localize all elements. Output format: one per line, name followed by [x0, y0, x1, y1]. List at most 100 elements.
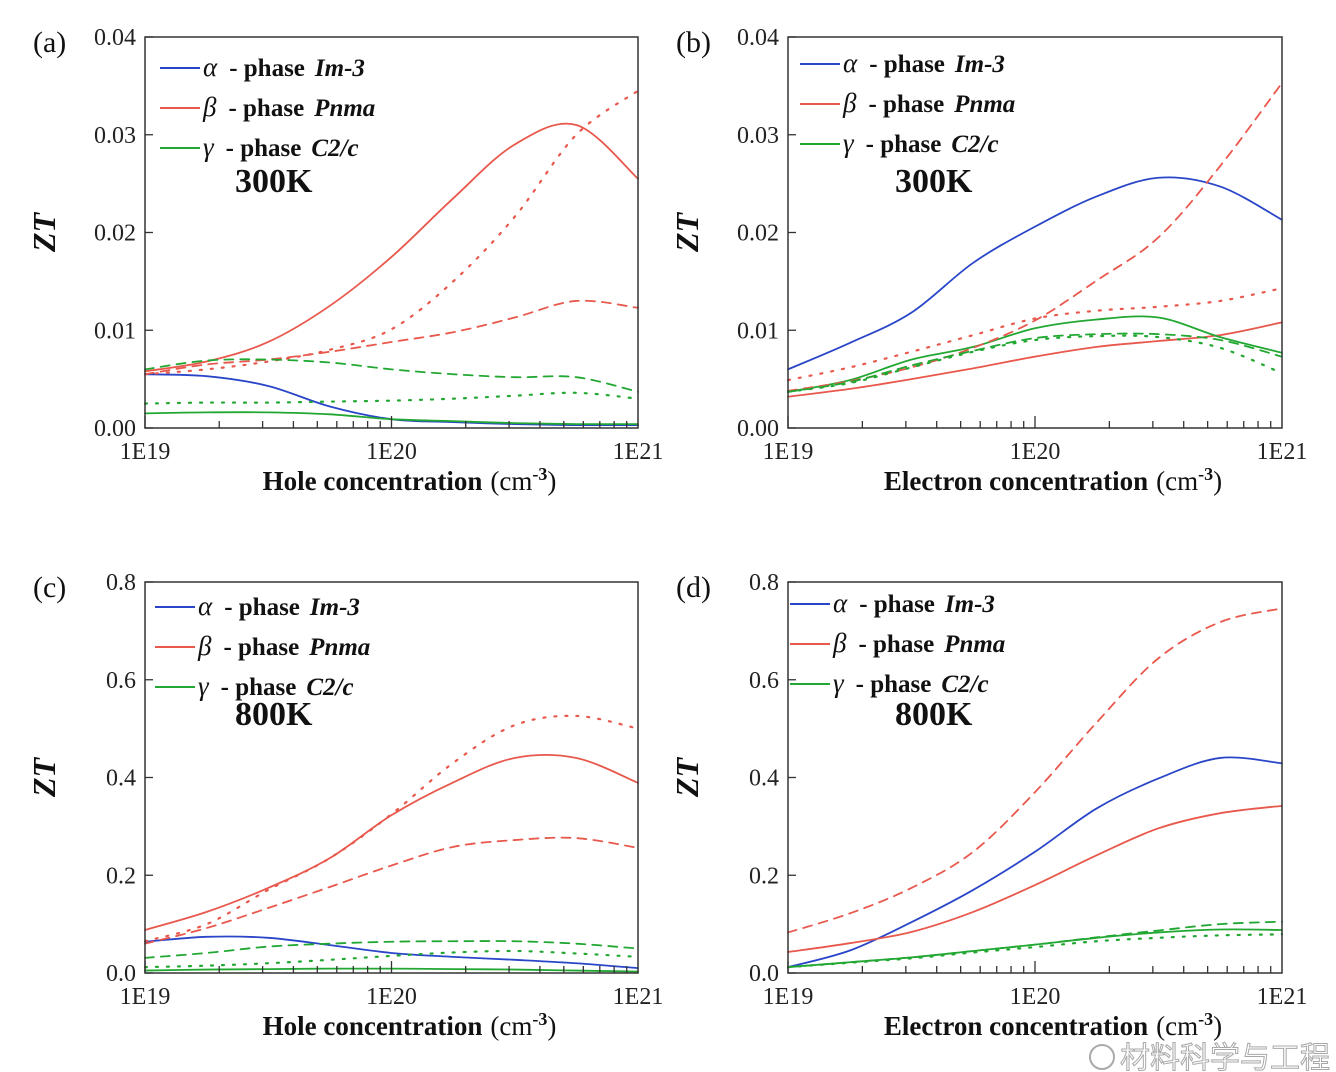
y-tick-label: 0.00	[737, 416, 779, 442]
y-tick-label: 0.04	[94, 25, 136, 51]
legend-item: α - phase Im-3	[790, 588, 995, 618]
x-axis-title: Hole concentration (cm-3)	[263, 464, 557, 496]
y-tick-label: 0.02	[94, 221, 136, 247]
legend: α - phase Im-3 β - phase Pnma γ - phase C2/c	[155, 591, 370, 701]
series-line-dashed-3	[144, 836, 639, 945]
series-line-solid-2	[787, 315, 1283, 393]
series-group	[786, 607, 1284, 969]
legend-space-group: Im-3	[314, 55, 365, 82]
series-line-dashed-3	[787, 607, 1283, 934]
series-line-dotted-4	[143, 89, 640, 376]
y-tick-label: 0.01	[94, 318, 136, 344]
x-axis-unit-exponent: -3	[1198, 464, 1213, 484]
series-line-dotted-5	[786, 933, 1284, 969]
y-tick-label: 0.01	[737, 318, 779, 344]
series-group	[143, 89, 640, 427]
legend-label: γ - phase C2/c	[833, 668, 989, 698]
legend-phase-text: - phase	[221, 674, 297, 701]
legend-phase-text: - phase	[228, 95, 304, 122]
legend-phase-text: - phase	[229, 55, 305, 82]
y-axis-title: ZT	[669, 757, 705, 799]
legend-item: γ - phase C2/c	[790, 668, 989, 698]
series-line-dotted-6	[143, 949, 640, 969]
x-tick-label: 1E19	[763, 439, 814, 465]
y-tick-label: 0.2	[749, 863, 779, 889]
series-line-solid-1	[144, 122, 639, 373]
x-tick-label: 1E19	[120, 439, 171, 465]
y-tick-label: 0.0	[749, 961, 779, 987]
x-tick-label: 1E21	[613, 984, 664, 1010]
temperature-annotation: 800K	[895, 696, 973, 733]
x-tick-label: 1E20	[1010, 439, 1061, 465]
y-tick-label: 0.8	[106, 570, 136, 596]
legend: α - phase Im-3 β - phase Pnma γ - phase C2/c	[790, 588, 1005, 698]
legend-phase-text: - phase	[868, 91, 944, 118]
legend-space-group: C2/c	[306, 674, 353, 701]
legend-space-group: Im-3	[309, 594, 360, 621]
x-axis-label: Hole concentration	[263, 1011, 483, 1041]
x-axis-title: Hole concentration (cm-3)	[263, 1009, 557, 1041]
legend-label: α - phase Im-3	[198, 591, 360, 621]
x-tick-label: 1E21	[1257, 439, 1308, 465]
x-axis-label: Hole concentration	[263, 466, 483, 496]
x-axis-unit-exponent: -3	[532, 1009, 547, 1029]
legend-space-group: C2/c	[951, 131, 998, 158]
legend-item: β - phase Pnma	[155, 631, 370, 661]
legend: α - phase Im-3 β - phase Pnma γ - phase C2/c	[160, 52, 375, 162]
legend-space-group: Pnma	[953, 91, 1015, 118]
legend-symbol: γ	[843, 128, 855, 158]
y-tick-label: 0.4	[749, 766, 779, 792]
legend-phase-text: - phase	[869, 51, 945, 78]
x-tick-label: 1E19	[120, 984, 171, 1010]
x-tick-label: 1E21	[613, 439, 664, 465]
temperature-annotation: 300K	[895, 163, 973, 200]
legend-item: α - phase Im-3	[160, 52, 365, 82]
y-tick-label: 0.0	[106, 961, 136, 987]
y-tick-label: 0.4	[106, 766, 136, 792]
y-axis-title: ZT	[26, 212, 62, 254]
panel-label: (a)	[33, 26, 66, 59]
x-axis-unit: (cm	[490, 466, 532, 496]
panel-c: 1E19 1E20 1E21 0.0 0.2 0.4 0.6 0.8 Hole concentr…	[26, 570, 663, 1041]
x-tick-label: 1E19	[763, 984, 814, 1010]
y-tick-label: 0.04	[737, 25, 779, 51]
temperature-annotation: 800K	[235, 696, 313, 733]
legend-symbol: β	[202, 92, 217, 122]
plot-frame	[144, 581, 639, 974]
panels: 1E19 1E20 1E21 0.00 0.01 0.02 0.03 0.04 Hole con…	[26, 25, 1307, 1041]
legend-phase-text: - phase	[866, 131, 942, 158]
legend-item: α - phase Im-3	[155, 591, 360, 621]
x-tick-label: 1E21	[1257, 984, 1308, 1010]
y-tick-label: 0.6	[106, 668, 136, 694]
series-line-dashed-4	[787, 920, 1283, 969]
y-tick-label: 0.03	[737, 123, 779, 149]
panel-d: 1E19 1E20 1E21 0.0 0.2 0.4 0.6 0.8 Electron conc…	[669, 570, 1307, 1041]
series-line-solid-0	[144, 935, 639, 970]
legend-label: α - phase Im-3	[833, 588, 995, 618]
legend-symbol: γ	[833, 668, 845, 698]
legend-label: γ - phase C2/c	[203, 132, 359, 162]
watermark: 材料科学与工程	[1089, 1041, 1331, 1072]
legend-phase-text: - phase	[224, 594, 300, 621]
series-line-dashed-5	[787, 332, 1283, 393]
legend-label: γ - phase C2/c	[198, 671, 354, 701]
series-line-solid-0	[787, 756, 1283, 969]
legend-symbol: α	[198, 591, 213, 621]
y-tick-label: 0.00	[94, 416, 136, 442]
wechat-icon	[1089, 1044, 1115, 1070]
panel-b: 1E19 1E20 1E21 0.00 0.01 0.02 0.03 0.04 Electron…	[669, 25, 1307, 496]
legend-phase-text: - phase	[858, 631, 934, 658]
x-axis-label: Electron concentration	[884, 1011, 1148, 1041]
legend-symbol: β	[832, 628, 847, 658]
series-line-solid-0	[787, 176, 1283, 371]
legend-symbol: α	[203, 52, 218, 82]
x-axis-unit-close: )	[1213, 466, 1222, 496]
legend-label: β - phase Pnma	[202, 92, 375, 122]
panel-label: (c)	[33, 571, 66, 604]
legend-space-group: C2/c	[311, 135, 358, 162]
series-line-solid-1	[787, 804, 1283, 953]
legend-item: γ - phase C2/c	[800, 128, 999, 158]
y-tick-label: 0.03	[94, 123, 136, 149]
x-axis-label: Electron concentration	[884, 466, 1148, 496]
